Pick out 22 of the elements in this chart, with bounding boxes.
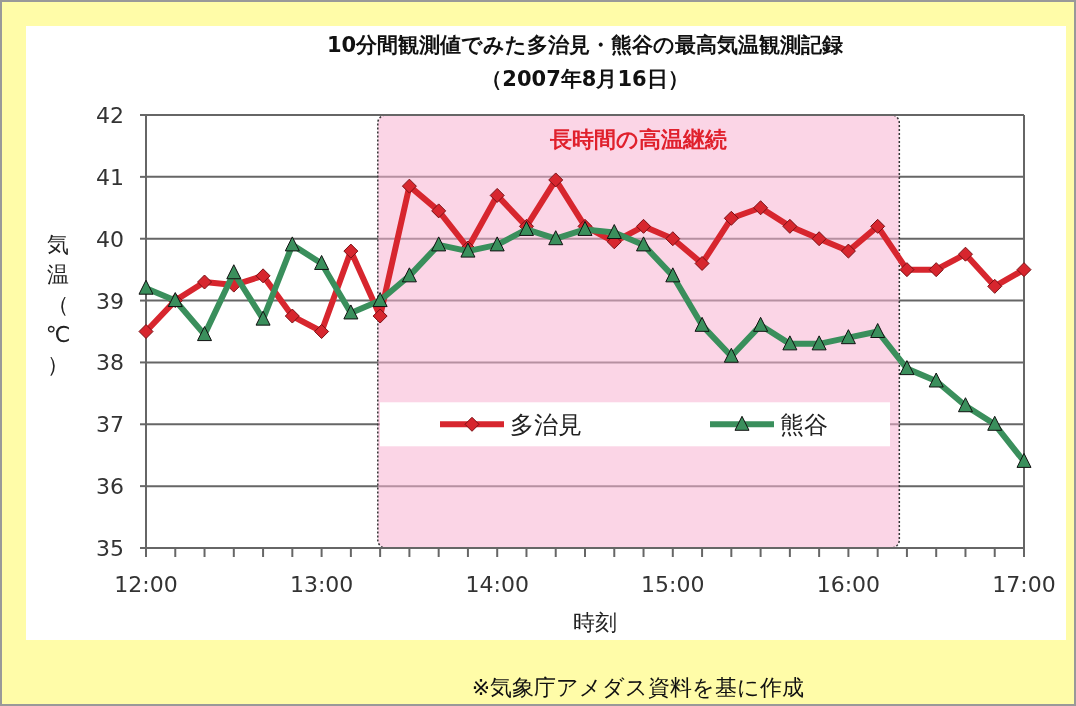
legend-label: 多治見: [510, 411, 582, 440]
y-tick-label: 42: [96, 103, 124, 128]
chart-subtitle: （2007年8月16日）: [481, 67, 689, 91]
y-tick-label: 35: [96, 536, 124, 561]
y-tick-label: 41: [96, 164, 124, 190]
x-tick-label: 16:00: [816, 572, 881, 597]
y-axis-title: 気温（℃）: [45, 231, 71, 377]
y-tick-label: 39: [96, 288, 124, 314]
y-tick-label: 37: [96, 412, 124, 438]
x-tick-label: 12:00: [114, 572, 178, 597]
band-label: 長時間の高温継続: [549, 127, 728, 152]
x-axis-title: 時刻: [573, 610, 617, 635]
y-tick-label: 38: [96, 350, 124, 376]
text: ※気象庁アメダス資料を基に作成: [471, 675, 805, 700]
chart-title: 10分間観測値でみた多治見・熊谷の最高気温観測記録: [326, 33, 844, 57]
y-tick-label: 36: [96, 474, 124, 500]
x-tick-label: 13:00: [289, 572, 354, 597]
y-tick-label: 40: [96, 226, 124, 252]
legend-label: 熊谷: [780, 411, 828, 440]
x-tick-label: 14:00: [465, 572, 529, 597]
x-tick-label: 15:00: [641, 572, 705, 597]
x-tick-label: 17:00: [992, 572, 1056, 597]
